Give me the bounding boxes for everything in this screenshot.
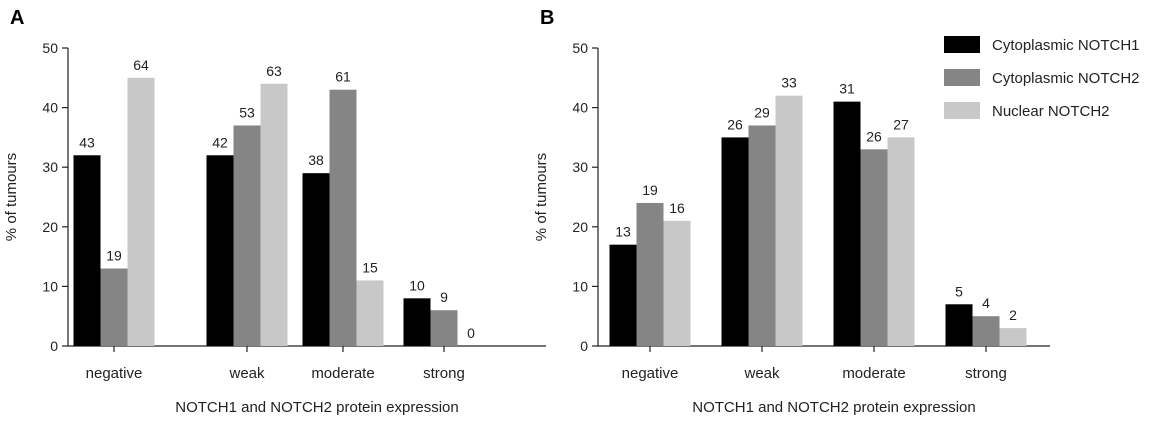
bar-cytoplasmic-notch2-negative bbox=[636, 202, 664, 346]
data-label: 26 bbox=[866, 128, 882, 144]
legend-label: Nuclear NOTCH2 bbox=[992, 103, 1110, 120]
y-tick-label: 10 bbox=[42, 278, 58, 294]
x-tick-label-moderate: moderate bbox=[842, 365, 905, 382]
data-label: 13 bbox=[615, 224, 631, 240]
data-label: 42 bbox=[212, 134, 228, 150]
legend-swatch-nuclear-notch2 bbox=[944, 102, 980, 119]
bar-cytoplasmic-notch1-weak bbox=[721, 137, 749, 346]
x-tick-label-negative: negative bbox=[86, 365, 143, 382]
y-tick-label: 30 bbox=[42, 159, 58, 175]
data-label: 26 bbox=[727, 116, 743, 132]
y-tick-label: 50 bbox=[42, 40, 58, 56]
y-tick-label: 10 bbox=[572, 278, 588, 294]
data-label: 29 bbox=[754, 104, 770, 120]
bar-nuclear-notch2-weak bbox=[260, 83, 288, 346]
bar-cytoplasmic-notch1-negative bbox=[73, 155, 101, 346]
data-label: 15 bbox=[362, 259, 378, 275]
bar-cytoplasmic-notch2-moderate bbox=[329, 89, 357, 346]
bar-nuclear-notch2-negative bbox=[127, 77, 155, 347]
data-label: 61 bbox=[335, 69, 351, 85]
data-label: 10 bbox=[409, 277, 425, 293]
bar-nuclear-notch2-moderate bbox=[356, 280, 384, 346]
data-label: 16 bbox=[669, 200, 685, 216]
x-tick-label-weak: weak bbox=[743, 365, 780, 382]
y-tick-label: 50 bbox=[572, 40, 588, 56]
bar-nuclear-notch2-negative bbox=[663, 220, 691, 346]
legend-swatch-cytoplasmic-notch1 bbox=[944, 36, 980, 53]
bar-cytoplasmic-notch2-negative bbox=[100, 268, 128, 346]
data-label: 27 bbox=[893, 116, 909, 132]
data-label: 31 bbox=[839, 81, 855, 97]
x-tick-label-moderate: moderate bbox=[311, 365, 374, 382]
legend-swatch-cytoplasmic-notch2 bbox=[944, 69, 980, 86]
y-tick-label: 20 bbox=[42, 219, 58, 235]
x-axis-title: NOTCH1 and NOTCH2 protein expression bbox=[692, 399, 975, 416]
data-label: 19 bbox=[106, 248, 122, 264]
panel-letter-a: A bbox=[10, 7, 24, 29]
bar-nuclear-notch2-strong bbox=[999, 328, 1027, 346]
bar-cytoplasmic-notch1-moderate bbox=[833, 101, 861, 346]
bar-cytoplasmic-notch1-moderate bbox=[302, 173, 330, 346]
data-label: 5 bbox=[955, 283, 963, 299]
bar-cytoplasmic-notch1-strong bbox=[945, 304, 973, 346]
bar-cytoplasmic-notch1-strong bbox=[403, 298, 431, 346]
data-label: 2 bbox=[1009, 307, 1017, 323]
data-label: 9 bbox=[440, 289, 448, 305]
bar-cytoplasmic-notch1-weak bbox=[206, 155, 234, 346]
y-tick-label: 0 bbox=[50, 338, 58, 354]
bar-cytoplasmic-notch2-weak bbox=[748, 125, 776, 346]
data-label: 33 bbox=[781, 75, 797, 91]
bar-cytoplasmic-notch2-weak bbox=[233, 125, 261, 346]
bar-cytoplasmic-notch2-strong bbox=[430, 310, 458, 346]
x-tick-label-strong: strong bbox=[423, 365, 465, 382]
bar-cytoplasmic-notch2-moderate bbox=[860, 149, 888, 346]
bar-cytoplasmic-notch1-negative bbox=[609, 244, 637, 346]
x-tick-label-negative: negative bbox=[622, 365, 679, 382]
data-label: 64 bbox=[133, 57, 149, 73]
legend-label: Cytoplasmic NOTCH1 bbox=[992, 37, 1140, 54]
panel-letter-b: B bbox=[540, 7, 554, 29]
y-tick-label: 20 bbox=[572, 219, 588, 235]
y-axis-title: % of tumours bbox=[533, 153, 550, 241]
legend-label: Cytoplasmic NOTCH2 bbox=[992, 70, 1140, 87]
data-label: 4 bbox=[982, 295, 990, 311]
data-label: 19 bbox=[642, 182, 658, 198]
data-label: 43 bbox=[79, 134, 95, 150]
data-label: 0 bbox=[467, 325, 475, 341]
y-tick-label: 30 bbox=[572, 159, 588, 175]
y-tick-label: 40 bbox=[572, 100, 588, 116]
x-tick-label-strong: strong bbox=[965, 365, 1007, 382]
y-tick-label: 40 bbox=[42, 100, 58, 116]
bar-nuclear-notch2-weak bbox=[775, 95, 803, 347]
data-label: 63 bbox=[266, 63, 282, 79]
y-axis-title: % of tumours bbox=[3, 153, 20, 241]
x-axis-title: NOTCH1 and NOTCH2 protein expression bbox=[175, 399, 458, 416]
bar-nuclear-notch2-moderate bbox=[887, 137, 915, 346]
bar-cytoplasmic-notch2-strong bbox=[972, 316, 1000, 346]
data-label: 53 bbox=[239, 104, 255, 120]
y-tick-label: 0 bbox=[580, 338, 588, 354]
data-label: 38 bbox=[308, 152, 324, 168]
x-tick-label-weak: weak bbox=[228, 365, 265, 382]
